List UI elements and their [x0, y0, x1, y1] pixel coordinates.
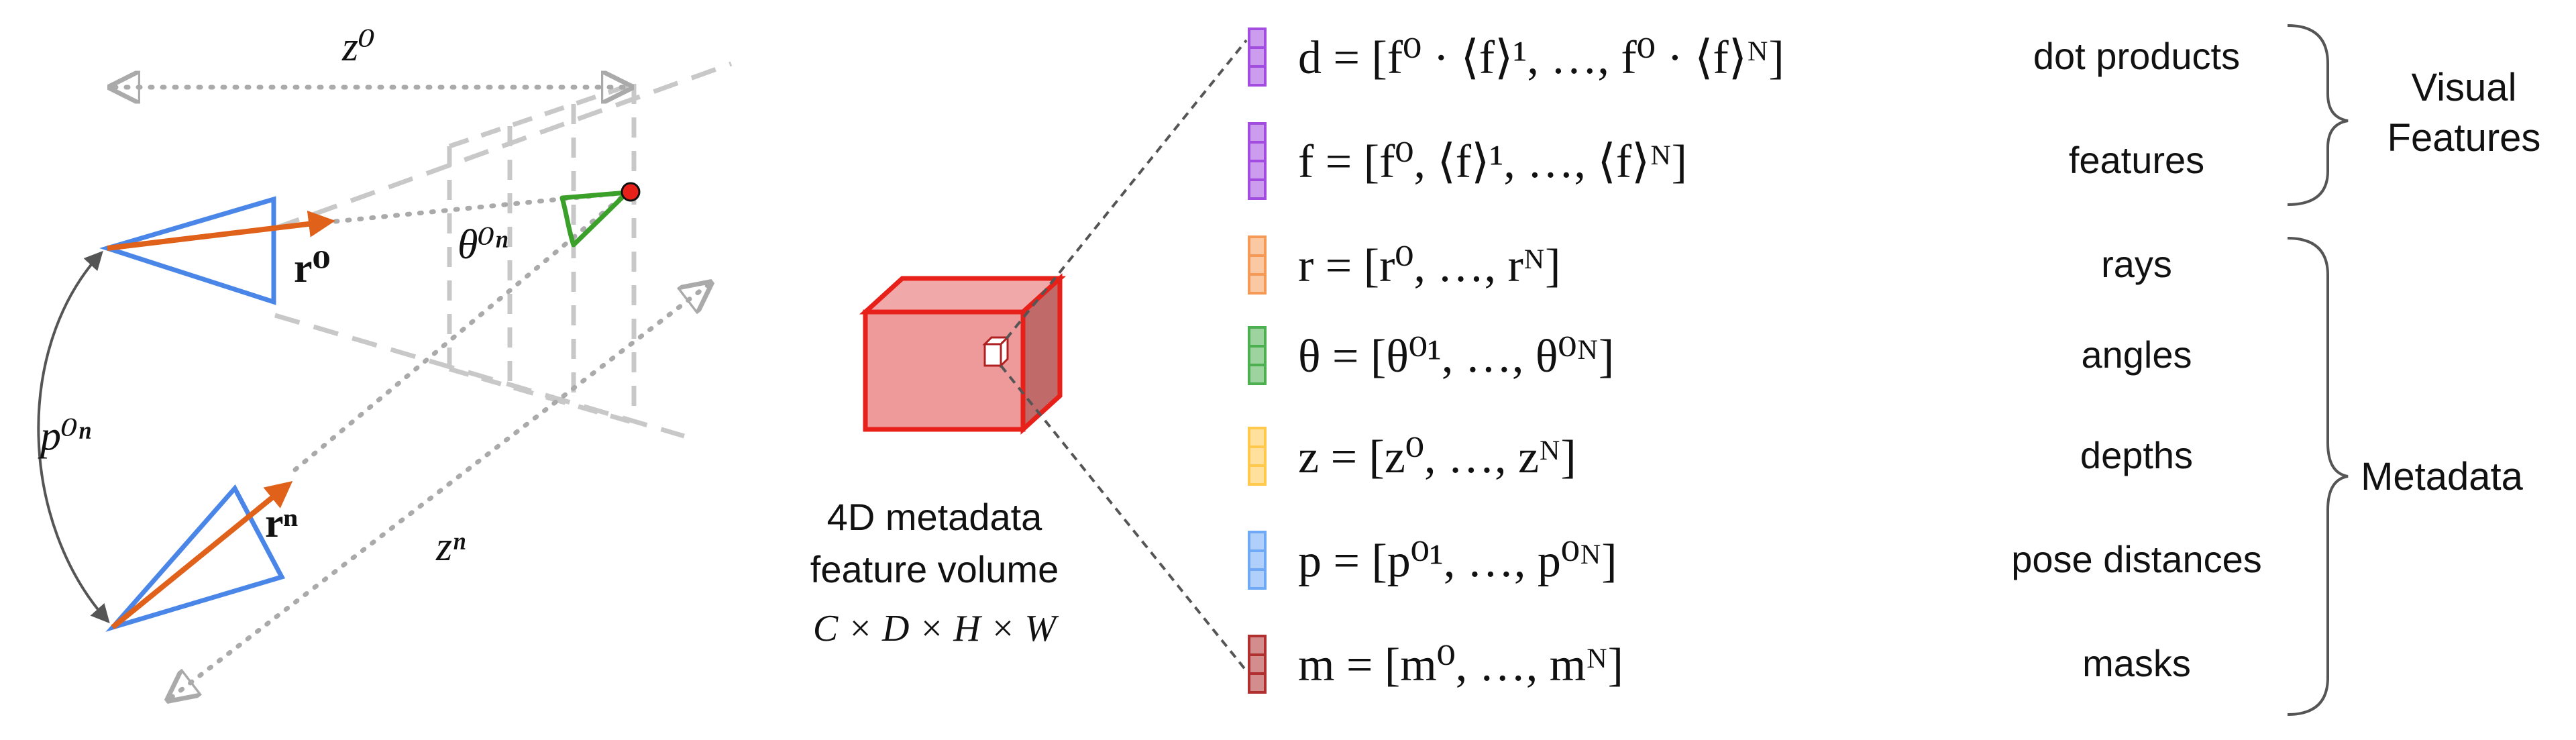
label-theta: θ⁰ⁿ — [458, 222, 508, 268]
feature-description: rays — [2101, 243, 2172, 285]
feature-formula: z = [z⁰, …, zᴺ] — [1298, 431, 1576, 483]
feature-description: depths — [2080, 434, 2193, 476]
feature-volume: 4D metadata feature volume C × D × H × W — [810, 39, 1248, 672]
volume-title-line2: feature volume — [810, 548, 1059, 590]
feature-bar-cell — [1248, 235, 1267, 257]
feature-formula: f = [f⁰, ⟨f⟩¹, …, ⟨f⟩ᴺ] — [1298, 136, 1687, 188]
visual-features-label-line2: Features — [2387, 116, 2541, 160]
feature-bar-cell — [1248, 427, 1267, 448]
feature-description: pose distances — [2011, 538, 2262, 580]
feature-bar-cell — [1248, 635, 1267, 656]
feature-bar-cell — [1248, 122, 1267, 144]
feature-description: masks — [2082, 642, 2191, 684]
zn-arrow — [171, 285, 708, 698]
feature-formula: θ = [θ⁰¹, …, θ⁰ᴺ] — [1298, 331, 1614, 382]
camera-0-frustum — [99, 196, 276, 305]
label-z0: z⁰ — [341, 24, 375, 70]
feature-bar-cell — [1248, 273, 1267, 295]
feature-row-masks: m = [m⁰, …, mᴺ] masks — [1248, 635, 2191, 694]
label-zn: zⁿ — [435, 524, 466, 570]
feature-row-pose-distances: p = [p⁰¹, …, p⁰ᴺ] pose distances — [1248, 531, 2262, 590]
voxel-link-top — [1005, 39, 1248, 340]
metadata-brace — [2287, 237, 2349, 716]
visual-features-brace — [2287, 24, 2349, 206]
feature-description: features — [2069, 139, 2204, 181]
feature-bar-cell — [1248, 160, 1267, 181]
feature-row-angles: θ = [θ⁰¹, …, θ⁰ᴺ] angles — [1248, 326, 2192, 385]
voxel-cell — [982, 335, 1010, 368]
angle-indicator — [559, 190, 630, 248]
feature-bar-cell — [1248, 672, 1267, 694]
label-rn: rⁿ — [265, 500, 299, 546]
feature-formula: r = [r⁰, …, rᴺ] — [1298, 240, 1560, 292]
feature-bar-cell — [1248, 28, 1267, 49]
volume-dims: C × D × H × W — [813, 608, 1059, 649]
feature-row-depths: z = [z⁰, …, zᴺ] depths — [1248, 427, 2193, 486]
feature-formula: m = [m⁰, …, mᴺ] — [1298, 639, 1623, 691]
label-r0: r⁰ — [294, 246, 331, 291]
feature-bar-cell — [1248, 364, 1267, 385]
feature-description: dot products — [2033, 35, 2240, 77]
feature-formula: p = [p⁰¹, …, p⁰ᴺ] — [1298, 535, 1617, 587]
camera-geometry: z⁰ r⁰ θ⁰ⁿ p⁰ⁿ rⁿ zⁿ — [37, 24, 733, 698]
feature-formula: d = [f⁰ · ⟨f⟩¹, …, f⁰ · ⟨f⟩ᴺ] — [1298, 32, 1784, 84]
feature-bar-cell — [1248, 65, 1267, 87]
target-point — [621, 182, 641, 202]
feature-row-features: f = [f⁰, ⟨f⟩¹, …, ⟨f⟩ᴺ] features — [1248, 122, 2204, 200]
feature-rows: d = [f⁰ · ⟨f⟩¹, …, f⁰ · ⟨f⟩ᴺ] dot product… — [1248, 28, 2262, 694]
feature-bar-cell — [1248, 141, 1267, 162]
feature-bar-cell — [1248, 178, 1267, 200]
volume-side-face — [1020, 273, 1063, 435]
feature-bar-cell — [1248, 464, 1267, 486]
ray-n-vector — [111, 480, 293, 630]
pose-distance-arc — [37, 250, 110, 624]
feature-bar-cell — [1248, 326, 1267, 348]
metadata-label: Metadata — [2361, 455, 2524, 498]
feature-bar-cell — [1248, 46, 1267, 68]
feature-bar-cell — [1248, 531, 1267, 552]
feature-bar-cell — [1248, 345, 1267, 366]
volume-front-face — [863, 309, 1026, 432]
feature-bar-cell — [1248, 445, 1267, 467]
feature-bar-cell — [1248, 653, 1267, 675]
feature-row-dot-products: d = [f⁰ · ⟨f⟩¹, …, f⁰ · ⟨f⟩ᴺ] dot product… — [1248, 28, 2240, 87]
voxel-link-bottom — [1000, 364, 1248, 672]
feature-description: angles — [2081, 333, 2192, 376]
ray-0-vector — [107, 210, 335, 251]
camera-n-frustum — [105, 484, 286, 632]
visual-features-label-line1: Visual — [2412, 66, 2517, 109]
feature-bar-cell — [1248, 549, 1267, 571]
feature-bar-cell — [1248, 254, 1267, 276]
group-braces — [2287, 24, 2349, 716]
feature-bar-cell — [1248, 568, 1267, 590]
label-p: p⁰ⁿ — [38, 413, 91, 459]
feature-row-rays: r = [r⁰, …, rᴺ] rays — [1248, 235, 2172, 295]
volume-title-line1: 4D metadata — [827, 496, 1042, 538]
